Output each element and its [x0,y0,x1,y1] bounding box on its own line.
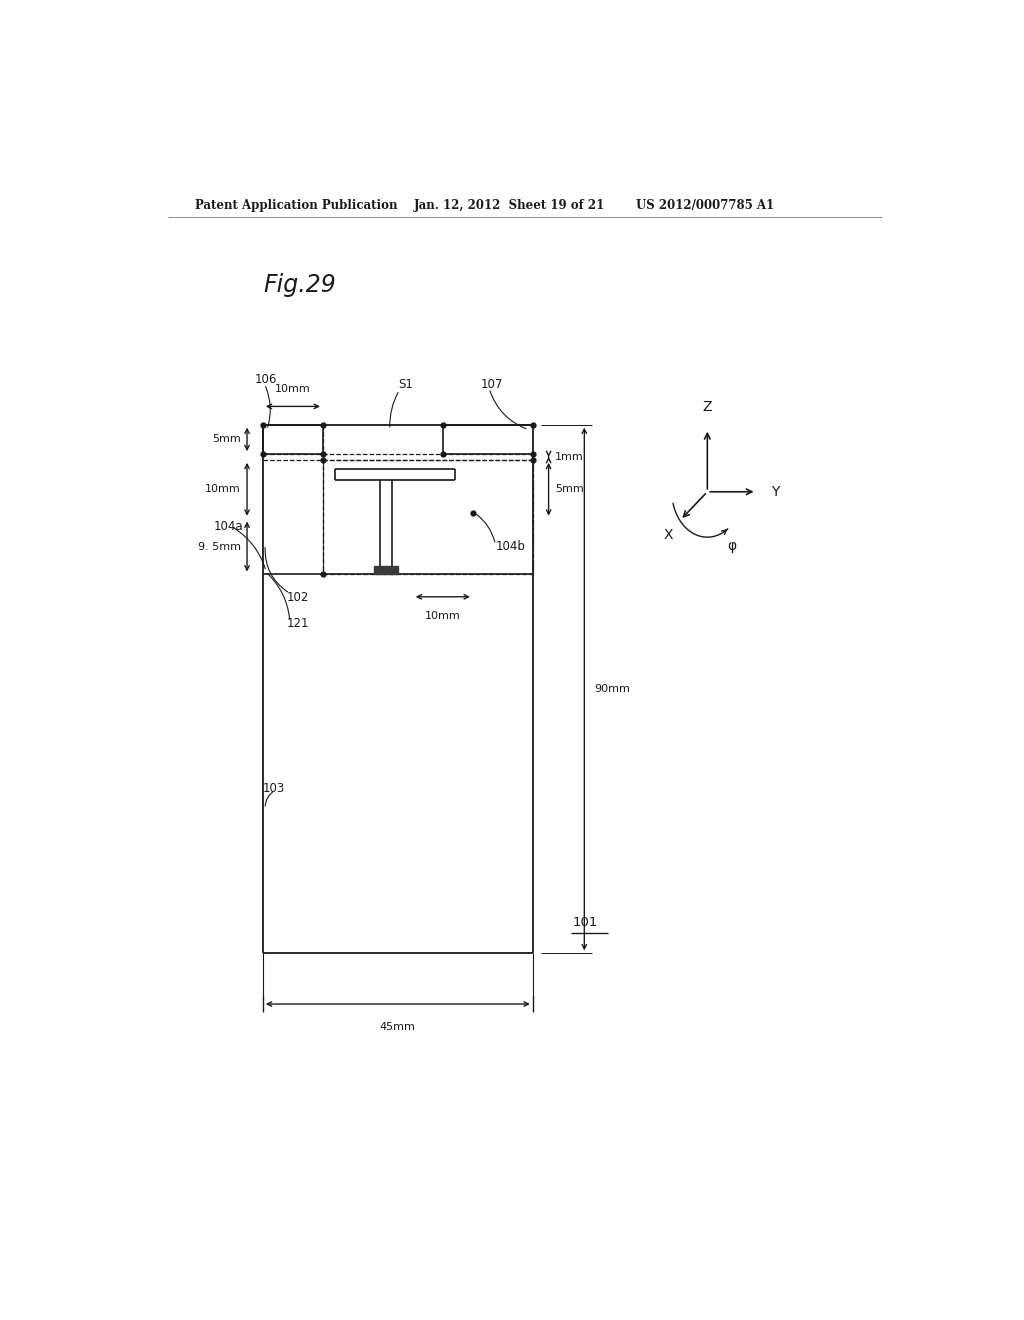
Text: 107: 107 [481,378,504,391]
Text: 90mm: 90mm [594,684,630,694]
Text: 106: 106 [255,374,278,387]
Text: US 2012/0007785 A1: US 2012/0007785 A1 [636,198,774,211]
Text: Fig.29: Fig.29 [263,273,336,297]
Text: Jan. 12, 2012  Sheet 19 of 21: Jan. 12, 2012 Sheet 19 of 21 [414,198,605,211]
Text: 101: 101 [572,916,598,929]
Text: 5mm: 5mm [555,484,584,494]
Text: 104a: 104a [214,520,244,533]
Text: 9. 5mm: 9. 5mm [198,541,241,552]
Text: 10mm: 10mm [275,384,310,395]
Polygon shape [374,566,397,574]
Text: 10mm: 10mm [425,611,461,620]
Text: 10mm: 10mm [205,484,241,494]
Text: 103: 103 [263,781,285,795]
Text: S1: S1 [397,378,413,391]
Text: φ: φ [728,540,736,553]
Text: Patent Application Publication: Patent Application Publication [196,198,398,211]
Text: 104b: 104b [496,540,525,553]
Text: 1mm: 1mm [555,451,584,462]
Text: Y: Y [771,484,779,499]
Text: 121: 121 [287,618,309,631]
Text: X: X [664,528,673,543]
Text: 45mm: 45mm [380,1022,416,1032]
Text: 5mm: 5mm [212,434,241,445]
Text: 102: 102 [287,591,309,605]
Text: Z: Z [702,400,712,413]
